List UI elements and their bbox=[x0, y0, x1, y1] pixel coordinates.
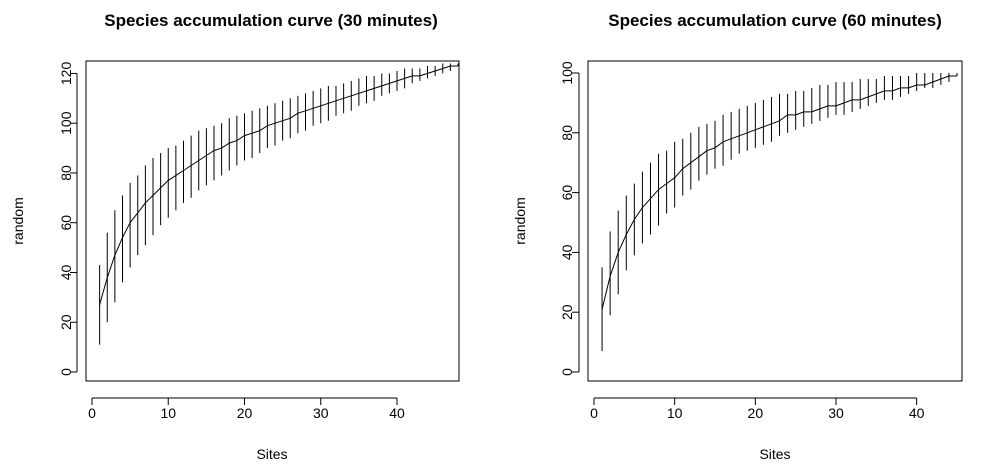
plot-marks bbox=[601, 73, 958, 352]
plot-marks bbox=[99, 63, 459, 345]
y-tick-label: 20 bbox=[559, 304, 575, 320]
x-tick-label: 30 bbox=[313, 405, 329, 421]
chart-panel-30-minutes: Species accumulation curve (30 minutes) … bbox=[10, 11, 460, 462]
x-axis: 0 10 20 30 40 bbox=[590, 397, 925, 421]
y-tick-label: 120 bbox=[58, 62, 74, 86]
y-tick-label: 60 bbox=[559, 185, 575, 201]
y-axis-label: random bbox=[10, 197, 26, 244]
chart-panel-60-minutes: Species accumulation curve (60 minutes) … bbox=[512, 11, 963, 462]
y-tick-label: 20 bbox=[58, 314, 74, 330]
x-tick-label: 20 bbox=[237, 405, 253, 421]
chart-title: Species accumulation curve (30 minutes) bbox=[104, 11, 438, 30]
x-tick-label: 30 bbox=[828, 405, 844, 421]
x-tick-label: 10 bbox=[667, 405, 683, 421]
x-tick-label: 40 bbox=[389, 405, 405, 421]
plot-frame bbox=[85, 60, 460, 382]
x-tick-label: 40 bbox=[909, 405, 925, 421]
y-tick-label: 80 bbox=[58, 165, 74, 181]
y-tick-label: 100 bbox=[58, 111, 74, 135]
x-tick-label: 20 bbox=[748, 405, 764, 421]
y-tick-label: 0 bbox=[559, 368, 575, 376]
chart-title: Species accumulation curve (60 minutes) bbox=[608, 11, 942, 30]
x-axis: 0 10 20 30 40 bbox=[88, 397, 405, 421]
x-tick-label: 0 bbox=[88, 405, 96, 421]
y-tick-label: 0 bbox=[58, 368, 74, 376]
y-tick-label: 40 bbox=[58, 264, 74, 280]
y-axis: 0 20 40 60 80 100 bbox=[559, 61, 580, 376]
series-line bbox=[99, 65, 458, 305]
x-tick-label: 0 bbox=[590, 405, 598, 421]
x-tick-label: 10 bbox=[160, 405, 176, 421]
y-axis: 0 20 40 60 80 100 120 bbox=[58, 62, 78, 376]
y-tick-label: 80 bbox=[559, 125, 575, 141]
y-tick-label: 60 bbox=[58, 215, 74, 231]
x-axis-label: Sites bbox=[256, 446, 287, 462]
series-line bbox=[601, 75, 957, 310]
x-axis-label: Sites bbox=[759, 446, 790, 462]
y-tick-label: 100 bbox=[559, 61, 575, 85]
plot-frame bbox=[587, 60, 963, 382]
y-axis-label: random bbox=[512, 197, 528, 244]
y-tick-label: 40 bbox=[559, 244, 575, 260]
